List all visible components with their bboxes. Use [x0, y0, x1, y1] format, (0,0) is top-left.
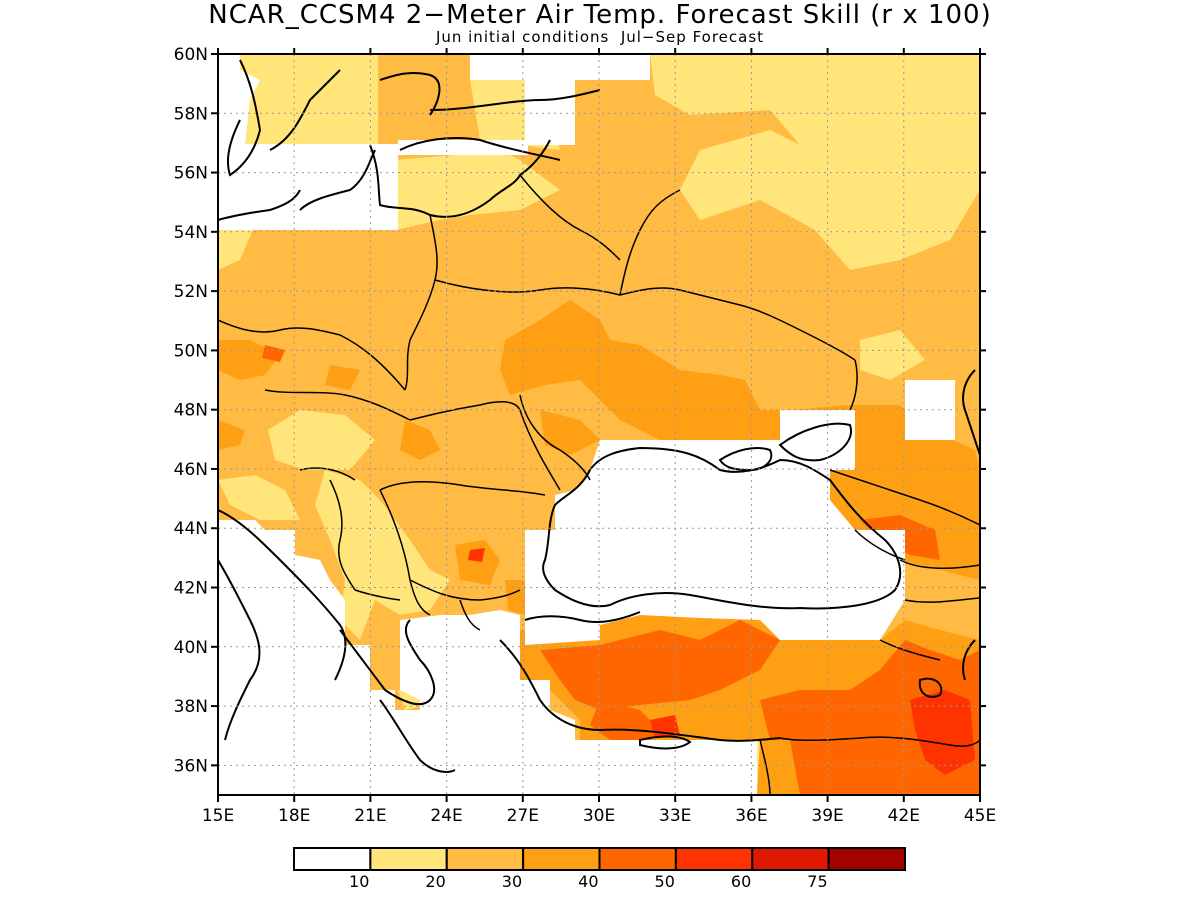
legend-swatch [445, 847, 525, 871]
lat-tick-label: 48N [174, 401, 208, 421]
legend-swatch [751, 847, 830, 871]
legend-swatch [522, 847, 601, 871]
lat-tick-label: 42N [174, 579, 208, 599]
lat-tick-label: 38N [174, 697, 208, 717]
legend-label: 40 [578, 872, 598, 891]
skill-field [218, 54, 980, 795]
lat-tick-label: 40N [174, 638, 208, 658]
lon-tick-label: 18E [278, 806, 310, 826]
map-title: NCAR_CCSM4 2−Meter Air Temp. Forecast Sk… [208, 0, 992, 30]
lon-tick-label: 42E [888, 806, 920, 826]
lat-tick-label: 46N [174, 460, 208, 480]
lon-tick-label: 21E [354, 806, 386, 826]
legend-swatch [598, 847, 677, 871]
lon-tick-label: 30E [583, 806, 615, 826]
map-subtitle: Jun initial conditions Jul−Sep Forecast [435, 28, 765, 46]
colorbar-legend: 10 20 30 40 50 60 75 [293, 847, 906, 891]
lon-tick-label: 45E [964, 806, 996, 826]
legend-label: 75 [807, 872, 827, 891]
legend-label: 20 [425, 872, 445, 891]
lat-tick-label: 58N [174, 104, 208, 124]
lon-tick-label: 39E [811, 806, 843, 826]
legend-swatch [674, 847, 754, 871]
lat-tick-label: 56N [174, 164, 208, 184]
lat-tick-label: 52N [174, 282, 208, 302]
legend-swatch [293, 847, 372, 871]
lat-tick-label: 60N [174, 45, 208, 65]
legend-label: 50 [655, 872, 675, 891]
longitude-axis: 15E 18E 21E 24E 27E 30E 33E 36E 39E 42E 45E [202, 48, 996, 826]
lon-tick-label: 33E [659, 806, 691, 826]
lat-tick-label: 54N [174, 223, 208, 243]
legend-swatch [369, 847, 448, 871]
legend-label: 10 [349, 872, 369, 891]
lon-tick-label: 27E [507, 806, 539, 826]
legend-label: 30 [502, 872, 522, 891]
lon-tick-label: 15E [202, 806, 234, 826]
lon-tick-label: 24E [430, 806, 462, 826]
latitude-axis: 60N 58N 56N 54N 52N 50N 48N 46N 44N 42N 40N 38N 36N [174, 45, 986, 776]
lat-tick-label: 50N [174, 341, 208, 361]
map-gridlines [218, 54, 980, 795]
lat-tick-label: 44N [174, 519, 208, 539]
lon-tick-label: 36E [735, 806, 767, 826]
legend-label: 60 [731, 872, 751, 891]
country-borders [218, 174, 980, 795]
legend-swatch [827, 847, 906, 871]
lat-tick-label: 36N [174, 756, 208, 776]
